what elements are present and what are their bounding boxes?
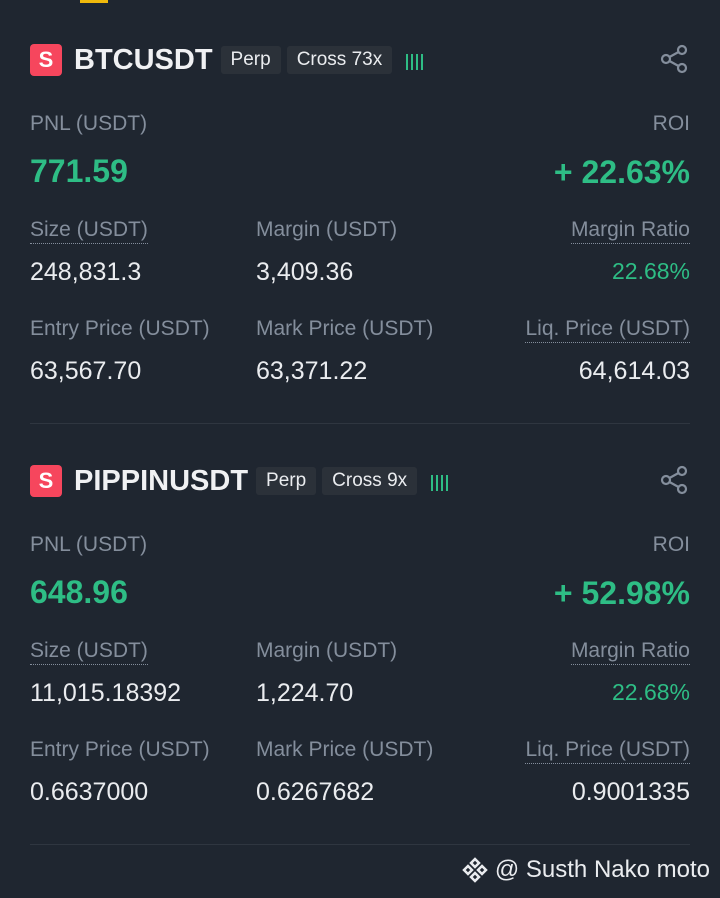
roi-value: + 22.63% bbox=[553, 154, 690, 190]
field-value: 0.6267682 bbox=[256, 778, 375, 806]
field-label: Liq. Price (USDT) bbox=[525, 317, 690, 343]
title-row: S BTCUSDT Perp Cross 73x bbox=[30, 43, 424, 77]
field-label: Margin Ratio bbox=[570, 218, 690, 244]
field-label: Liq. Price (USDT) bbox=[525, 738, 690, 764]
field-value: 63,371.22 bbox=[256, 357, 368, 385]
signal-bars bbox=[431, 471, 449, 491]
bar bbox=[441, 475, 444, 491]
field-label: Mark Price (USDT) bbox=[256, 317, 434, 340]
field-value: 22.68% bbox=[611, 679, 690, 705]
field-value: 63,567.70 bbox=[30, 357, 142, 385]
field-label: Size (USDT) bbox=[30, 218, 148, 244]
tag: Cross 73x bbox=[286, 46, 393, 74]
pnl-value: 648.96 bbox=[30, 574, 128, 610]
field-value: 248,831.3 bbox=[30, 258, 142, 286]
watermark: @ Susth Nako moto bbox=[461, 856, 710, 884]
roi-value: + 52.98% bbox=[553, 575, 690, 611]
share-button[interactable] bbox=[660, 44, 690, 74]
field-value: 22.68% bbox=[611, 258, 690, 284]
top-tab-indicator bbox=[80, 0, 108, 3]
field-value: 64,614.03 bbox=[578, 357, 690, 385]
divider bbox=[30, 844, 690, 845]
symbol[interactable]: BTCUSDT bbox=[74, 43, 213, 76]
field-value: 3,409.36 bbox=[256, 258, 354, 286]
bar bbox=[411, 54, 414, 70]
tag: Perp bbox=[220, 46, 281, 74]
pnl-value: 771.59 bbox=[30, 153, 128, 189]
field-value: 1,224.70 bbox=[256, 679, 354, 707]
field-label: Margin Ratio bbox=[570, 639, 690, 665]
position-card: S BTCUSDT Perp Cross 73x PNL (USDT) 771.59 ROI… bbox=[0, 0, 720, 424]
bar bbox=[416, 54, 419, 70]
field-value: 0.9001335 bbox=[571, 778, 690, 806]
bar bbox=[421, 54, 424, 70]
share-button[interactable] bbox=[660, 465, 690, 495]
watermark-logo bbox=[462, 857, 488, 883]
tag: Perp bbox=[256, 467, 317, 495]
watermark-text: @ Susth Nako moto bbox=[494, 856, 710, 883]
roi-label: ROI bbox=[652, 533, 690, 556]
title-row: S PIPPINUSDT Perp Cross 9x bbox=[30, 464, 449, 498]
field-label: Margin (USDT) bbox=[256, 218, 398, 241]
position-card: S PIPPINUSDT Perp Cross 9x PNL (USDT) 648.96 R… bbox=[0, 421, 720, 845]
field-label: Mark Price (USDT) bbox=[256, 738, 434, 761]
field-label: Entry Price (USDT) bbox=[30, 738, 210, 761]
share-icon bbox=[660, 44, 688, 74]
field-label: Margin (USDT) bbox=[256, 639, 398, 662]
roi-label: ROI bbox=[652, 112, 690, 135]
field-label: Entry Price (USDT) bbox=[30, 317, 210, 340]
divider bbox=[30, 423, 690, 424]
signal-bars bbox=[406, 50, 424, 70]
field-value: 11,015.18392 bbox=[30, 679, 182, 707]
bar bbox=[431, 475, 434, 491]
pnl-label: PNL (USDT) bbox=[30, 112, 148, 135]
pnl-label: PNL (USDT) bbox=[30, 533, 148, 556]
field-label: Size (USDT) bbox=[30, 639, 148, 665]
symbol[interactable]: PIPPINUSDT bbox=[74, 464, 249, 497]
side-badge: S bbox=[30, 44, 62, 76]
side-badge: S bbox=[30, 465, 62, 497]
tag: Cross 9x bbox=[322, 467, 418, 495]
share-icon bbox=[660, 465, 688, 495]
field-value: 0.6637000 bbox=[30, 778, 149, 806]
bar bbox=[406, 54, 409, 70]
bar bbox=[436, 475, 439, 491]
bar bbox=[446, 475, 449, 491]
